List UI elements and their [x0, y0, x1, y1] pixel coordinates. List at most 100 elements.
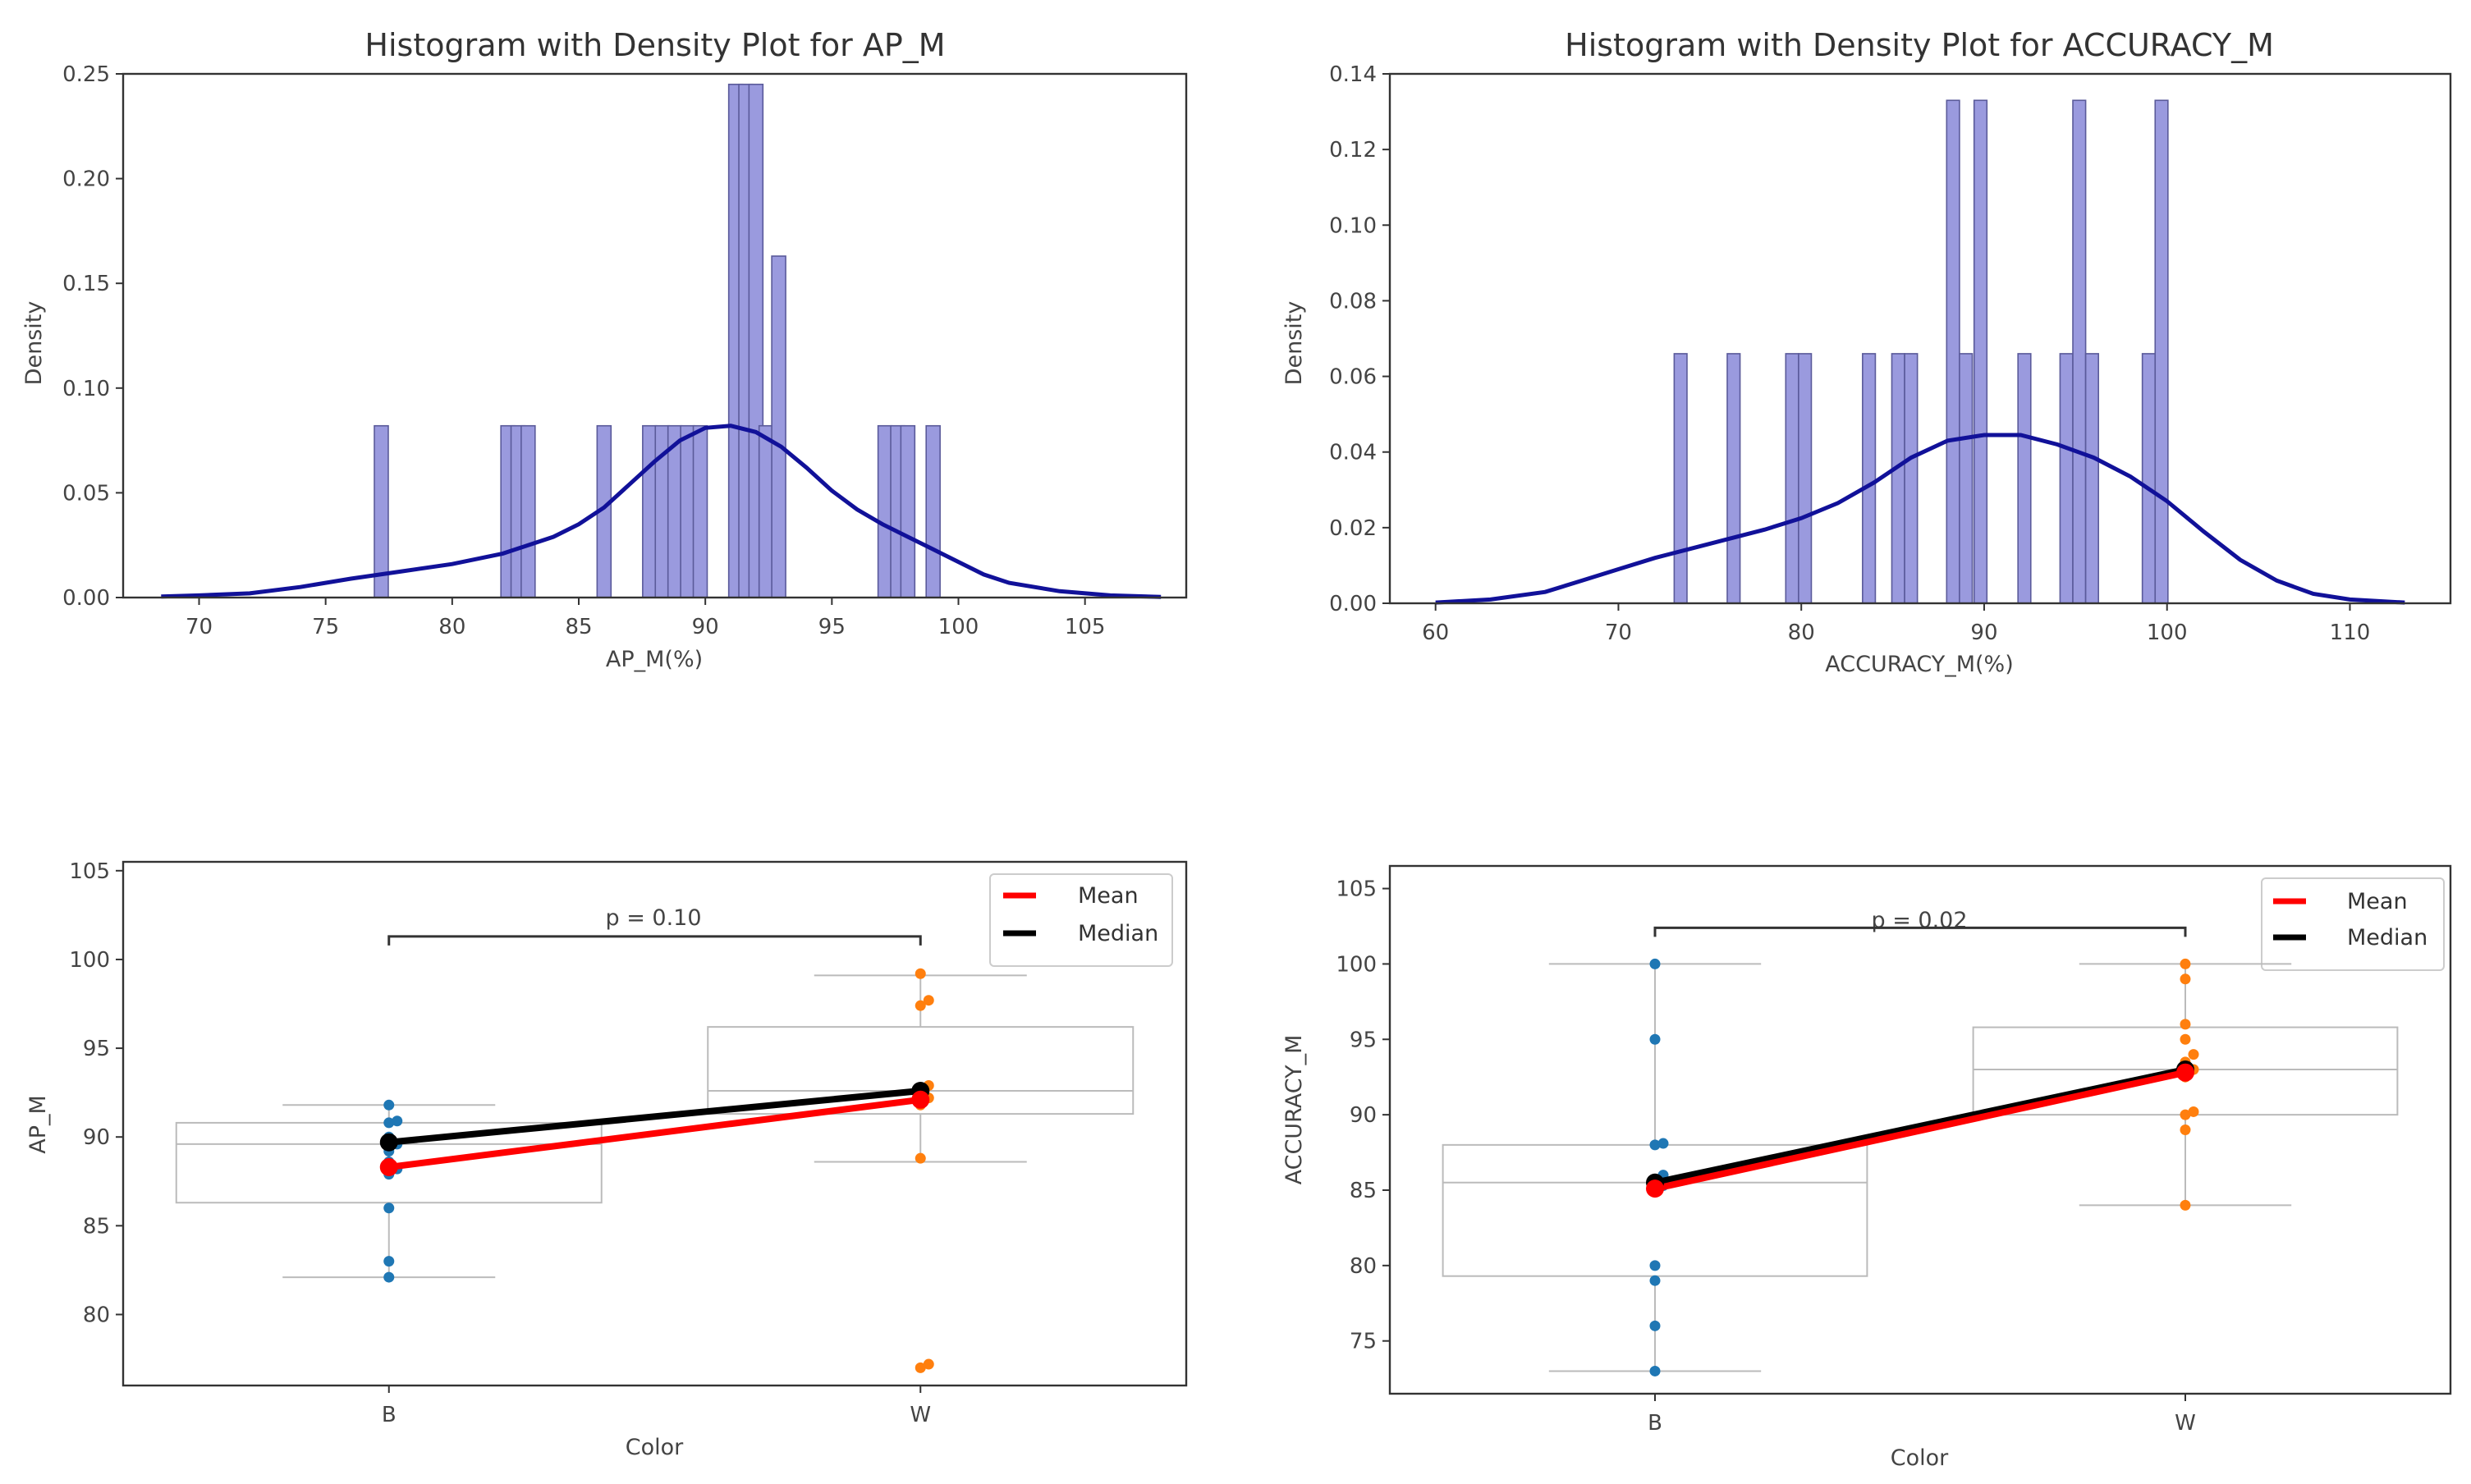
mean-line — [388, 1096, 921, 1170]
x-tick-label: 100 — [938, 615, 979, 639]
y-tick-label: 80 — [83, 1303, 110, 1327]
box-body — [1442, 1143, 1868, 1277]
x-axis-label: Color — [626, 1435, 684, 1460]
x-tick-label: 60 — [1422, 621, 1449, 645]
data-point — [1649, 1320, 1661, 1331]
data-point — [2180, 958, 2191, 969]
histogram-bar — [1959, 353, 1974, 604]
legend-mean-label: Mean — [1078, 883, 1139, 909]
histogram-bar — [1785, 353, 1799, 604]
median-line — [388, 1088, 921, 1146]
y-tick-label: 0.10 — [1329, 213, 1377, 238]
p-value-label: p = 0.10 — [605, 905, 701, 931]
y-tick-label: 0.00 — [62, 586, 110, 611]
histogram-bar — [1798, 353, 1813, 604]
x-tick-label: 105 — [1065, 615, 1106, 639]
data-point — [392, 1115, 403, 1127]
data-point — [383, 1099, 395, 1111]
data-point — [383, 1117, 395, 1129]
histogram-bar — [2017, 353, 2032, 604]
y-tick-label: 95 — [1350, 1028, 1377, 1052]
y-tick-label: 75 — [1350, 1330, 1377, 1354]
y-tick-label: 0.02 — [1329, 516, 1377, 541]
mean-marker — [1646, 1179, 1664, 1198]
histogram-ap-m: Histogram with Density Plot for AP_M Den… — [21, 27, 1188, 672]
histogram-bar — [925, 424, 941, 598]
histogram-bar — [2059, 353, 2074, 604]
data-point — [2180, 1033, 2191, 1045]
histogram-bar — [680, 424, 695, 598]
y-tick-label: 90 — [83, 1125, 110, 1150]
histogram-bar — [2084, 353, 2099, 604]
x-tick-label: 95 — [818, 615, 846, 639]
data-point — [2180, 1019, 2191, 1030]
boxplot-accuracy-m: ACCURACY_M Color p = 0.02 Mean Median 75… — [1281, 864, 2452, 1471]
y-tick-label: 100 — [1336, 952, 1377, 977]
legend-mean-label: Mean — [2347, 889, 2408, 914]
x-tick-label: B — [382, 1403, 397, 1427]
histogram-bar — [642, 424, 658, 598]
data-point — [383, 1202, 395, 1214]
histogram-bar — [1726, 353, 1741, 604]
data-point — [1657, 1138, 1669, 1149]
data-point — [1649, 1139, 1661, 1151]
histogram-bar — [1973, 99, 1988, 604]
legend-median-label: Median — [1078, 921, 1158, 946]
y-tick-label: 0.14 — [1329, 62, 1377, 87]
y-tick-label: 90 — [1350, 1103, 1377, 1128]
plot-frame — [1388, 72, 2452, 605]
data-point — [1649, 958, 1661, 969]
y-tick-label: 95 — [83, 1037, 110, 1061]
y-tick-label: 105 — [69, 859, 110, 884]
x-tick-label: W — [910, 1403, 931, 1427]
data-point — [1649, 1365, 1661, 1376]
median-marker — [379, 1133, 398, 1152]
histogram-bar — [771, 255, 786, 598]
x-tick-label: 80 — [1788, 621, 1815, 645]
boxplot-ap-m: AP_M Color p = 0.10 Mean Median 80 85 90 95… — [25, 859, 1188, 1460]
significance-bracket — [1653, 926, 2187, 937]
histogram-bar — [900, 424, 916, 598]
plot-frame — [121, 72, 1188, 599]
y-tick-label: 105 — [1336, 877, 1377, 902]
histogram-bar — [692, 424, 708, 598]
y-axis-label: ACCURACY_M — [1281, 1035, 1307, 1185]
y-tick-label: 0.06 — [1329, 365, 1377, 390]
x-tick-label: B — [1648, 1411, 1662, 1436]
histogram-bar — [758, 424, 774, 598]
y-tick-label: 0.15 — [62, 272, 110, 296]
histogram-bar — [2141, 353, 2157, 604]
chart-title: Histogram with Density Plot for AP_M — [364, 27, 945, 63]
chart-title: Histogram with Density Plot for ACCURACY… — [1565, 27, 2274, 63]
data-point — [2180, 973, 2191, 985]
histogram-bar — [1891, 353, 1905, 604]
x-axis-label: AP_M(%) — [606, 647, 703, 672]
y-tick-label: 80 — [1350, 1254, 1377, 1279]
legend: Mean Median — [2261, 877, 2445, 971]
y-tick-label: 0.05 — [62, 481, 110, 506]
histogram-bar — [667, 424, 683, 598]
histogram-bar — [1673, 353, 1688, 604]
x-tick-label: 80 — [438, 615, 465, 639]
y-tick-label: 85 — [83, 1214, 110, 1239]
histogram-bar — [2154, 99, 2169, 604]
legend-median-label: Median — [2347, 925, 2427, 950]
y-tick-label: 100 — [69, 948, 110, 973]
histogram-accuracy-m: Histogram with Density Plot for ACCURACY… — [1281, 27, 2452, 677]
data-point — [383, 1256, 395, 1267]
density-curve — [1435, 433, 2405, 605]
data-point — [2180, 1199, 2191, 1211]
data-point — [923, 995, 934, 1006]
x-axis-label: ACCURACY_M(%) — [1825, 652, 2014, 677]
x-tick-label: W — [2175, 1411, 2196, 1436]
data-point — [2180, 1124, 2191, 1135]
data-point — [1649, 1033, 1661, 1045]
x-tick-label: 85 — [565, 615, 592, 639]
x-tick-label: 110 — [2330, 621, 2371, 645]
data-point — [2188, 1049, 2199, 1060]
data-point — [923, 1358, 934, 1370]
data-point — [2180, 1109, 2191, 1120]
y-tick-label: 0.00 — [1329, 592, 1377, 616]
data-point — [383, 1271, 395, 1283]
plot-frame — [121, 860, 1188, 1387]
